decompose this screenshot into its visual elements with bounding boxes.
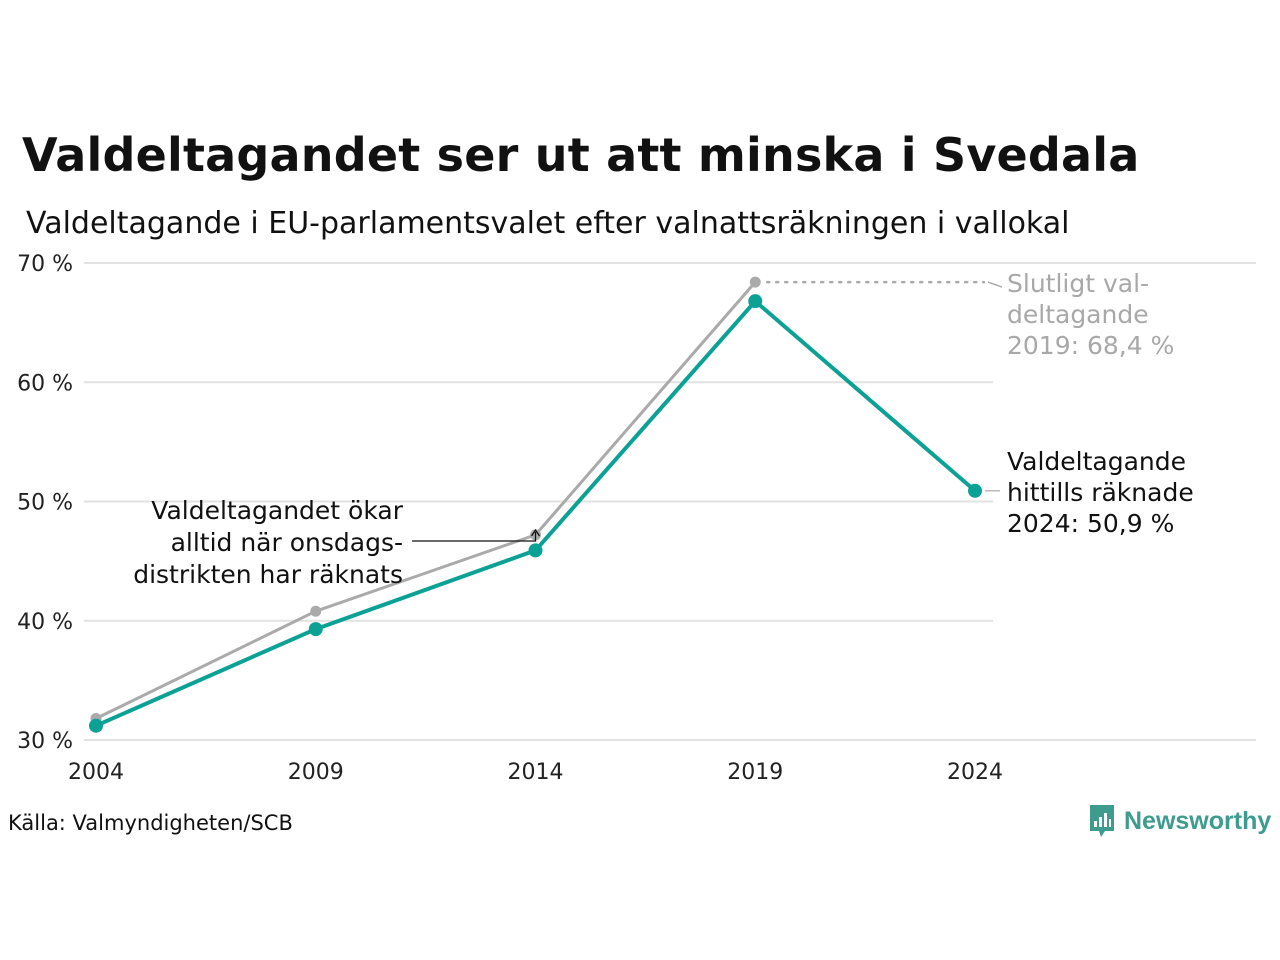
annotation-current-2024: Valdeltagande hittills räknade 2024: 50,9 … bbox=[1007, 447, 1194, 538]
annotation-leader-final-2019-tail bbox=[987, 281, 1003, 288]
y-tick-label: 40 % bbox=[17, 610, 73, 635]
annotation-line: distrikten har räknats bbox=[133, 560, 403, 589]
data-point-preliminary bbox=[968, 483, 982, 498]
brand-logo: Newsworthy bbox=[1088, 803, 1271, 839]
line-chart: 30 % 40 % 50 % 60 % 70 % 2004 2009 2014 2019 2024… bbox=[17, 252, 1256, 785]
x-tick-label: 2019 bbox=[727, 760, 783, 785]
annotation-line: Valdeltagande bbox=[1007, 447, 1186, 476]
data-point-preliminary bbox=[89, 718, 103, 733]
annotation-line: alltid när onsdags- bbox=[171, 528, 403, 557]
brand-name: Newsworthy bbox=[1124, 806, 1272, 835]
y-tick-label: 70 % bbox=[17, 252, 73, 277]
source-note: Källa: Valmyndigheten/SCB bbox=[8, 811, 293, 835]
data-point-preliminary bbox=[528, 543, 543, 558]
x-tick-label: 2024 bbox=[947, 760, 1003, 785]
chart-title: Valdeltagandet ser ut att minska i Sveda… bbox=[22, 128, 1140, 182]
data-point-final bbox=[749, 276, 761, 288]
y-tick-label: 50 % bbox=[17, 491, 73, 516]
annotation-line: 2019: 68,4 % bbox=[1007, 331, 1174, 360]
annotation-line: Slutligt val- bbox=[1007, 269, 1149, 298]
series-line-final bbox=[95, 281, 757, 720]
x-tick-label: 2004 bbox=[68, 760, 124, 785]
newsworthy-logo-icon bbox=[1090, 805, 1114, 837]
x-tick-label: 2009 bbox=[288, 760, 344, 785]
annotation-line: 2024: 50,9 % bbox=[1007, 509, 1174, 538]
data-point-preliminary bbox=[748, 294, 763, 309]
annotation-line: hittills räknade bbox=[1007, 478, 1194, 507]
annotation-line: deltagande bbox=[1007, 300, 1149, 329]
x-tick-label: 2014 bbox=[508, 760, 564, 785]
annotation-wednesday: Valdeltagandet ökar alltid när onsdags-di… bbox=[133, 496, 403, 589]
data-point-preliminary bbox=[308, 622, 323, 637]
y-tick-label: 30 % bbox=[17, 729, 73, 754]
chart-subtitle: Valdeltagande i EU-parlamentsvalet efter… bbox=[26, 206, 1070, 241]
annotation-final-2019: Slutligt val-deltagande 2019: 68,4 % bbox=[1007, 269, 1174, 360]
annotation-arrow bbox=[412, 532, 537, 542]
y-tick-label: 60 % bbox=[17, 371, 73, 396]
annotation-line: Valdeltagandet ökar bbox=[151, 496, 403, 525]
annotation-arrow-head bbox=[530, 528, 541, 537]
data-point-final bbox=[310, 605, 322, 617]
